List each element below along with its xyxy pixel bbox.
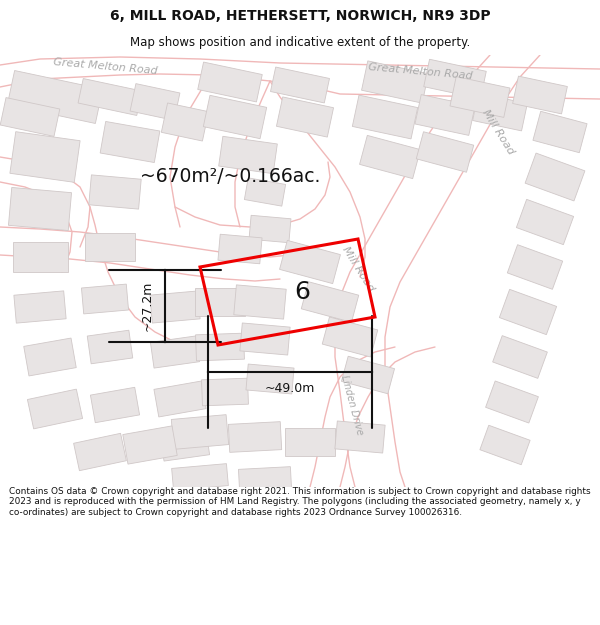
Polygon shape (517, 199, 574, 244)
Polygon shape (249, 215, 291, 242)
Polygon shape (171, 414, 229, 449)
Polygon shape (416, 132, 474, 173)
Polygon shape (85, 233, 135, 261)
Text: ~49.0m: ~49.0m (265, 381, 315, 394)
Polygon shape (244, 178, 286, 206)
Polygon shape (218, 136, 277, 174)
Polygon shape (10, 132, 80, 182)
Polygon shape (240, 323, 290, 355)
Polygon shape (78, 79, 142, 116)
Polygon shape (151, 336, 200, 368)
Polygon shape (172, 464, 229, 491)
Text: Great Melton Road: Great Melton Road (367, 62, 473, 81)
Text: Contains OS data © Crown copyright and database right 2021. This information is : Contains OS data © Crown copyright and d… (9, 487, 590, 517)
Text: 6, MILL ROAD, HETHERSETT, NORWICH, NR9 3DP: 6, MILL ROAD, HETHERSETT, NORWICH, NR9 3… (110, 9, 490, 24)
Text: 6: 6 (295, 280, 311, 304)
Text: Mill Road: Mill Road (340, 245, 376, 293)
Polygon shape (238, 467, 292, 491)
Text: ~670m²/~0.166ac.: ~670m²/~0.166ac. (140, 168, 320, 186)
Polygon shape (203, 96, 266, 139)
Text: Linden Drive: Linden Drive (339, 374, 365, 436)
Polygon shape (0, 98, 60, 136)
Polygon shape (87, 330, 133, 364)
Polygon shape (202, 378, 248, 406)
Polygon shape (89, 175, 141, 209)
Polygon shape (100, 121, 160, 162)
Polygon shape (285, 428, 335, 456)
Polygon shape (218, 234, 262, 264)
Polygon shape (424, 59, 486, 99)
Polygon shape (74, 433, 127, 471)
Polygon shape (198, 62, 262, 102)
Polygon shape (322, 317, 378, 357)
Text: Great Melton Road: Great Melton Road (52, 58, 158, 76)
Polygon shape (473, 93, 527, 131)
Polygon shape (161, 103, 209, 141)
Polygon shape (280, 241, 340, 284)
Text: Map shows position and indicative extent of the property.: Map shows position and indicative extent… (130, 36, 470, 49)
Polygon shape (301, 282, 359, 322)
Polygon shape (123, 426, 177, 464)
Polygon shape (485, 381, 538, 423)
Polygon shape (246, 364, 294, 394)
Polygon shape (415, 94, 475, 136)
Polygon shape (450, 77, 510, 118)
Polygon shape (24, 338, 76, 376)
Polygon shape (160, 429, 209, 461)
Polygon shape (91, 388, 140, 422)
Polygon shape (533, 111, 587, 152)
Polygon shape (525, 153, 585, 201)
Polygon shape (14, 291, 66, 323)
Polygon shape (154, 381, 206, 417)
Polygon shape (150, 291, 200, 323)
Polygon shape (480, 425, 530, 465)
Polygon shape (512, 76, 568, 114)
Text: Mill Road: Mill Road (480, 107, 516, 156)
Polygon shape (196, 333, 244, 361)
Polygon shape (8, 188, 71, 231)
Polygon shape (508, 245, 563, 289)
Polygon shape (499, 289, 557, 334)
Text: ~27.2m: ~27.2m (140, 281, 154, 331)
Polygon shape (229, 422, 281, 452)
Polygon shape (130, 84, 180, 121)
Polygon shape (7, 71, 103, 124)
Polygon shape (335, 421, 385, 453)
Polygon shape (352, 95, 418, 139)
Polygon shape (493, 336, 547, 378)
Polygon shape (13, 242, 67, 272)
Polygon shape (28, 389, 83, 429)
Polygon shape (359, 136, 421, 179)
Polygon shape (362, 61, 428, 103)
Polygon shape (277, 97, 334, 137)
Polygon shape (82, 284, 128, 314)
Polygon shape (234, 285, 286, 319)
Polygon shape (195, 288, 245, 316)
Polygon shape (271, 67, 329, 103)
Polygon shape (341, 356, 395, 394)
